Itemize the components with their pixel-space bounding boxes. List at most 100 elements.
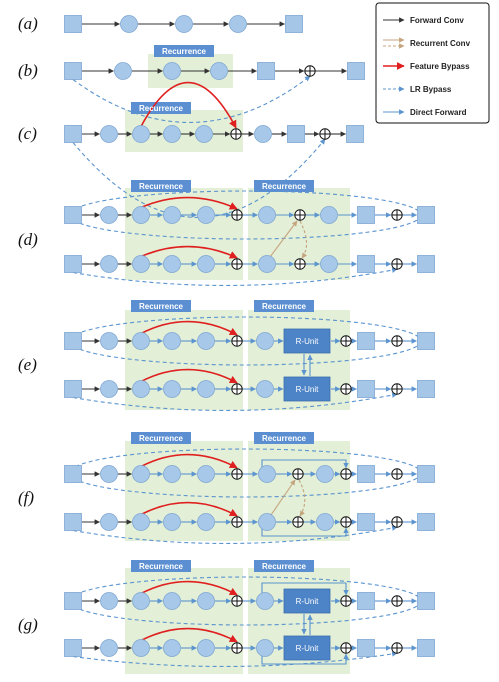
sum-node-cross	[231, 335, 243, 347]
sum-node-cross	[231, 595, 243, 607]
feature-map-square	[64, 206, 82, 224]
feature-map-square	[357, 380, 375, 398]
r-unit-block	[283, 588, 331, 614]
direct-forward-arrow	[261, 582, 349, 601]
feature-map-square	[347, 62, 365, 80]
conv-node	[163, 332, 181, 350]
sum-node-cross	[231, 642, 243, 654]
row-label: (c)	[18, 124, 37, 143]
sum-node-cross	[319, 128, 331, 140]
feature-map-square	[357, 206, 375, 224]
sum-node-cross	[292, 468, 304, 480]
recurrence-tag	[131, 432, 191, 444]
feature-bypass-arrow	[140, 501, 238, 517]
conv-node	[258, 206, 276, 224]
conv-node	[163, 465, 181, 483]
r-unit-label: R-Unit	[296, 644, 319, 653]
sum-node-cross	[391, 335, 403, 347]
lr-bypass-arrow	[72, 392, 398, 412]
feature-map-square	[64, 62, 82, 80]
conv-node	[197, 639, 215, 657]
recurrent-conv-arrow	[269, 220, 298, 258]
feature-map-square	[357, 255, 375, 273]
feature-map-square	[357, 332, 375, 350]
conv-node	[197, 332, 215, 350]
conv-node	[100, 592, 118, 610]
feature-bypass-arrow	[140, 580, 238, 596]
conv-node	[197, 513, 215, 531]
sum-node-cross	[340, 468, 352, 480]
sum-node-cross	[231, 209, 243, 221]
conv-node	[195, 125, 213, 143]
feature-bypass-arrow	[140, 196, 238, 210]
conv-node	[256, 380, 274, 398]
feature-map-square	[64, 332, 82, 350]
feature-map-square	[417, 465, 435, 483]
sum-node-cross	[391, 595, 403, 607]
recurrence-label: Recurrence	[139, 434, 184, 443]
feature-bypass-arrow	[140, 320, 238, 336]
sum-node-cross	[340, 383, 352, 395]
legend-label: Feature Bypass	[410, 62, 470, 71]
recurrence-tag	[254, 180, 314, 192]
conv-node	[163, 380, 181, 398]
legend-label: Recurrent Conv	[410, 39, 471, 48]
conv-node	[100, 125, 118, 143]
sum-node-cross	[231, 258, 243, 270]
r-unit-block	[283, 328, 331, 354]
row-label: (g)	[18, 615, 38, 634]
row-label: (b)	[18, 61, 38, 80]
sum-node-cross	[391, 516, 403, 528]
conv-node	[258, 465, 276, 483]
conv-node	[320, 255, 338, 273]
feature-map-square	[417, 592, 435, 610]
recurrence-label: Recurrence	[262, 434, 307, 443]
recurrence-label: Recurrence	[139, 302, 184, 311]
row-label: (f)	[18, 488, 34, 507]
conv-node	[258, 513, 276, 531]
feature-map-square	[357, 639, 375, 657]
conv-node	[163, 62, 181, 80]
recurrence-tag	[131, 300, 191, 312]
legend-label: Direct Forward	[410, 108, 467, 117]
r-unit-block	[283, 635, 331, 661]
conv-node	[229, 15, 247, 33]
feature-bypass-arrow	[140, 627, 238, 643]
feature-map-square	[64, 15, 82, 33]
feature-map-square	[417, 332, 435, 350]
feature-bypass-arrow	[140, 368, 238, 384]
sum-node-cross	[230, 128, 242, 140]
lr-bypass-arrow	[72, 651, 398, 668]
conv-node	[132, 380, 150, 398]
conv-node	[132, 125, 150, 143]
conv-node	[132, 332, 150, 350]
feature-map-square	[357, 592, 375, 610]
recurrence-tag	[154, 45, 214, 57]
feature-bypass-arrow	[140, 81, 237, 129]
conv-node	[254, 125, 272, 143]
conv-node	[320, 206, 338, 224]
feature-map-square	[64, 513, 82, 531]
recurrence-label: Recurrence	[139, 104, 184, 113]
recurrence-tag	[254, 560, 314, 572]
conv-node	[316, 465, 334, 483]
lr-bypass-arrow	[72, 75, 311, 123]
conv-node	[163, 206, 181, 224]
conv-node	[132, 206, 150, 224]
recurrence-tag	[131, 180, 191, 192]
conv-node	[163, 513, 181, 531]
feature-map-square	[285, 15, 303, 33]
conv-node	[132, 639, 150, 657]
conv-node	[256, 332, 274, 350]
sum-node-cross	[231, 383, 243, 395]
recurrence-label: Recurrence	[262, 182, 307, 191]
recurrence-tag	[254, 432, 314, 444]
conv-node	[163, 255, 181, 273]
sum-node-cross	[340, 335, 352, 347]
legend-box	[375, 2, 490, 124]
conv-node	[100, 513, 118, 531]
recurrence-tag	[131, 102, 191, 114]
recurrence-label: Recurrence	[139, 562, 184, 571]
feature-map-square	[417, 380, 435, 398]
